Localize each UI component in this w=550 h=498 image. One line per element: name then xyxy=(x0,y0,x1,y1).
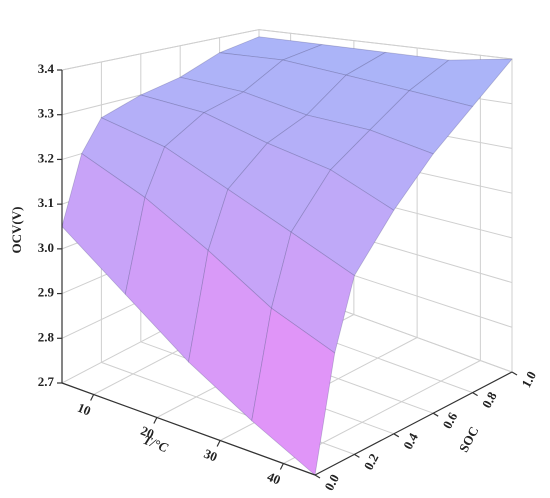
x-tick xyxy=(90,394,95,401)
y-tick-label: 0.0 xyxy=(321,472,342,493)
y-tick xyxy=(354,453,360,458)
y-tick-label: 0.4 xyxy=(400,430,421,452)
y-tick-label: 1.0 xyxy=(518,369,539,390)
z-axis-title: OCV(V) xyxy=(9,207,24,254)
y-tick xyxy=(314,474,321,479)
surface-cell xyxy=(369,90,474,155)
y-tick xyxy=(472,392,478,397)
y-tick xyxy=(393,433,400,438)
z-tick-label: 2.7 xyxy=(38,374,55,389)
z-tick-label: 3.2 xyxy=(38,150,54,165)
y-axis-title: SOC xyxy=(456,424,482,455)
x-tick-label: 10 xyxy=(75,400,93,419)
x-tick xyxy=(216,440,221,447)
surface-cell xyxy=(251,307,336,476)
y-tick-label: 0.8 xyxy=(479,389,500,411)
z-tick-label: 3.3 xyxy=(38,106,55,121)
z-tick-label: 2.9 xyxy=(38,285,55,300)
x-tick-label: 40 xyxy=(265,469,283,488)
x-tick-label: 30 xyxy=(202,446,220,465)
y-tick xyxy=(432,412,439,417)
y-tick xyxy=(511,371,518,376)
y-tick-label: 0.2 xyxy=(361,451,382,472)
y-tick-label: 0.6 xyxy=(439,409,460,431)
x-axis xyxy=(61,382,316,476)
x-tick-label: 20 xyxy=(139,423,157,442)
z-tick-label: 3.4 xyxy=(38,61,55,76)
z-tick-label: 3.1 xyxy=(38,195,54,210)
box-edge xyxy=(61,29,260,71)
z-tick-label: 3.0 xyxy=(38,240,54,255)
x-tick xyxy=(279,463,284,470)
x-tick xyxy=(153,417,158,424)
z-tick-label: 2.8 xyxy=(38,329,55,344)
y-axis xyxy=(314,371,513,476)
box-edge xyxy=(258,29,513,60)
